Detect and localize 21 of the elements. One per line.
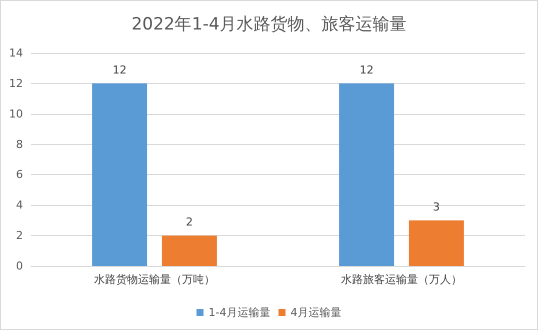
x-tick-label: 水路旅客运输量（万人） (341, 273, 462, 286)
data-label: 12 (112, 63, 127, 76)
data-label: 3 (432, 200, 440, 214)
y-tick-label: 2 (16, 229, 23, 242)
chart-title: 2022年1-4月水路货物、旅客运输量 (131, 14, 407, 34)
y-tick-label: 12 (9, 76, 23, 90)
data-label: 12 (360, 63, 374, 76)
y-tick-label: 0 (16, 260, 23, 272)
x-tick-label: 水路货物运输量（万吨） (94, 273, 215, 286)
y-tick-label: 6 (16, 168, 23, 182)
bar (92, 83, 148, 266)
bar (162, 236, 217, 266)
bar (339, 83, 394, 266)
y-tick-label: 14 (9, 46, 23, 60)
legend-label: 4月运输量 (290, 306, 342, 319)
legend-label: 1-4月运输量 (208, 306, 270, 319)
y-tick-label: 4 (16, 198, 23, 212)
y-tick-label: 8 (16, 138, 23, 151)
y-tick-label: 10 (9, 107, 23, 120)
data-label: 2 (186, 216, 193, 229)
bar (408, 220, 464, 266)
